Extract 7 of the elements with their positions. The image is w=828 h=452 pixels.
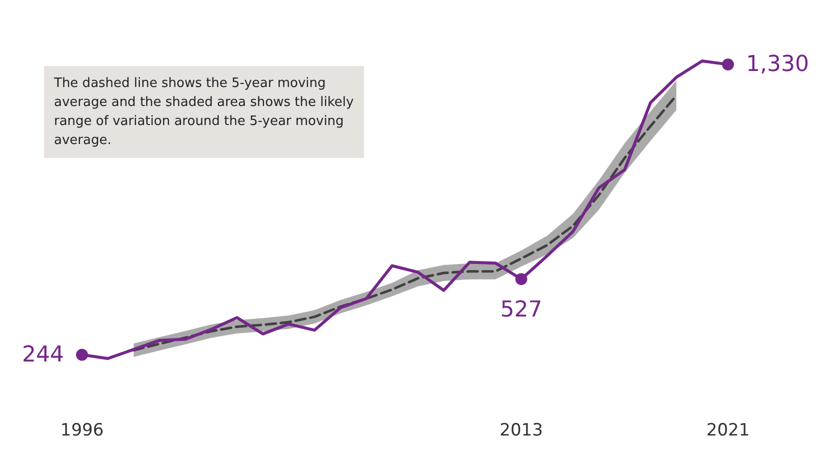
annotation: The dashed line shows the 5-year moving average and the shaded area shows the likely range of variation around the 5-year moving average. (44, 66, 364, 158)
data-label: 527 (500, 298, 542, 323)
data-label: 244 (22, 342, 64, 368)
x-tick-label: 2013 (500, 420, 543, 440)
x-tick-label: 1996 (60, 420, 104, 440)
x-tick-label: 2021 (706, 420, 750, 440)
data-label: 1,330 (746, 52, 809, 77)
